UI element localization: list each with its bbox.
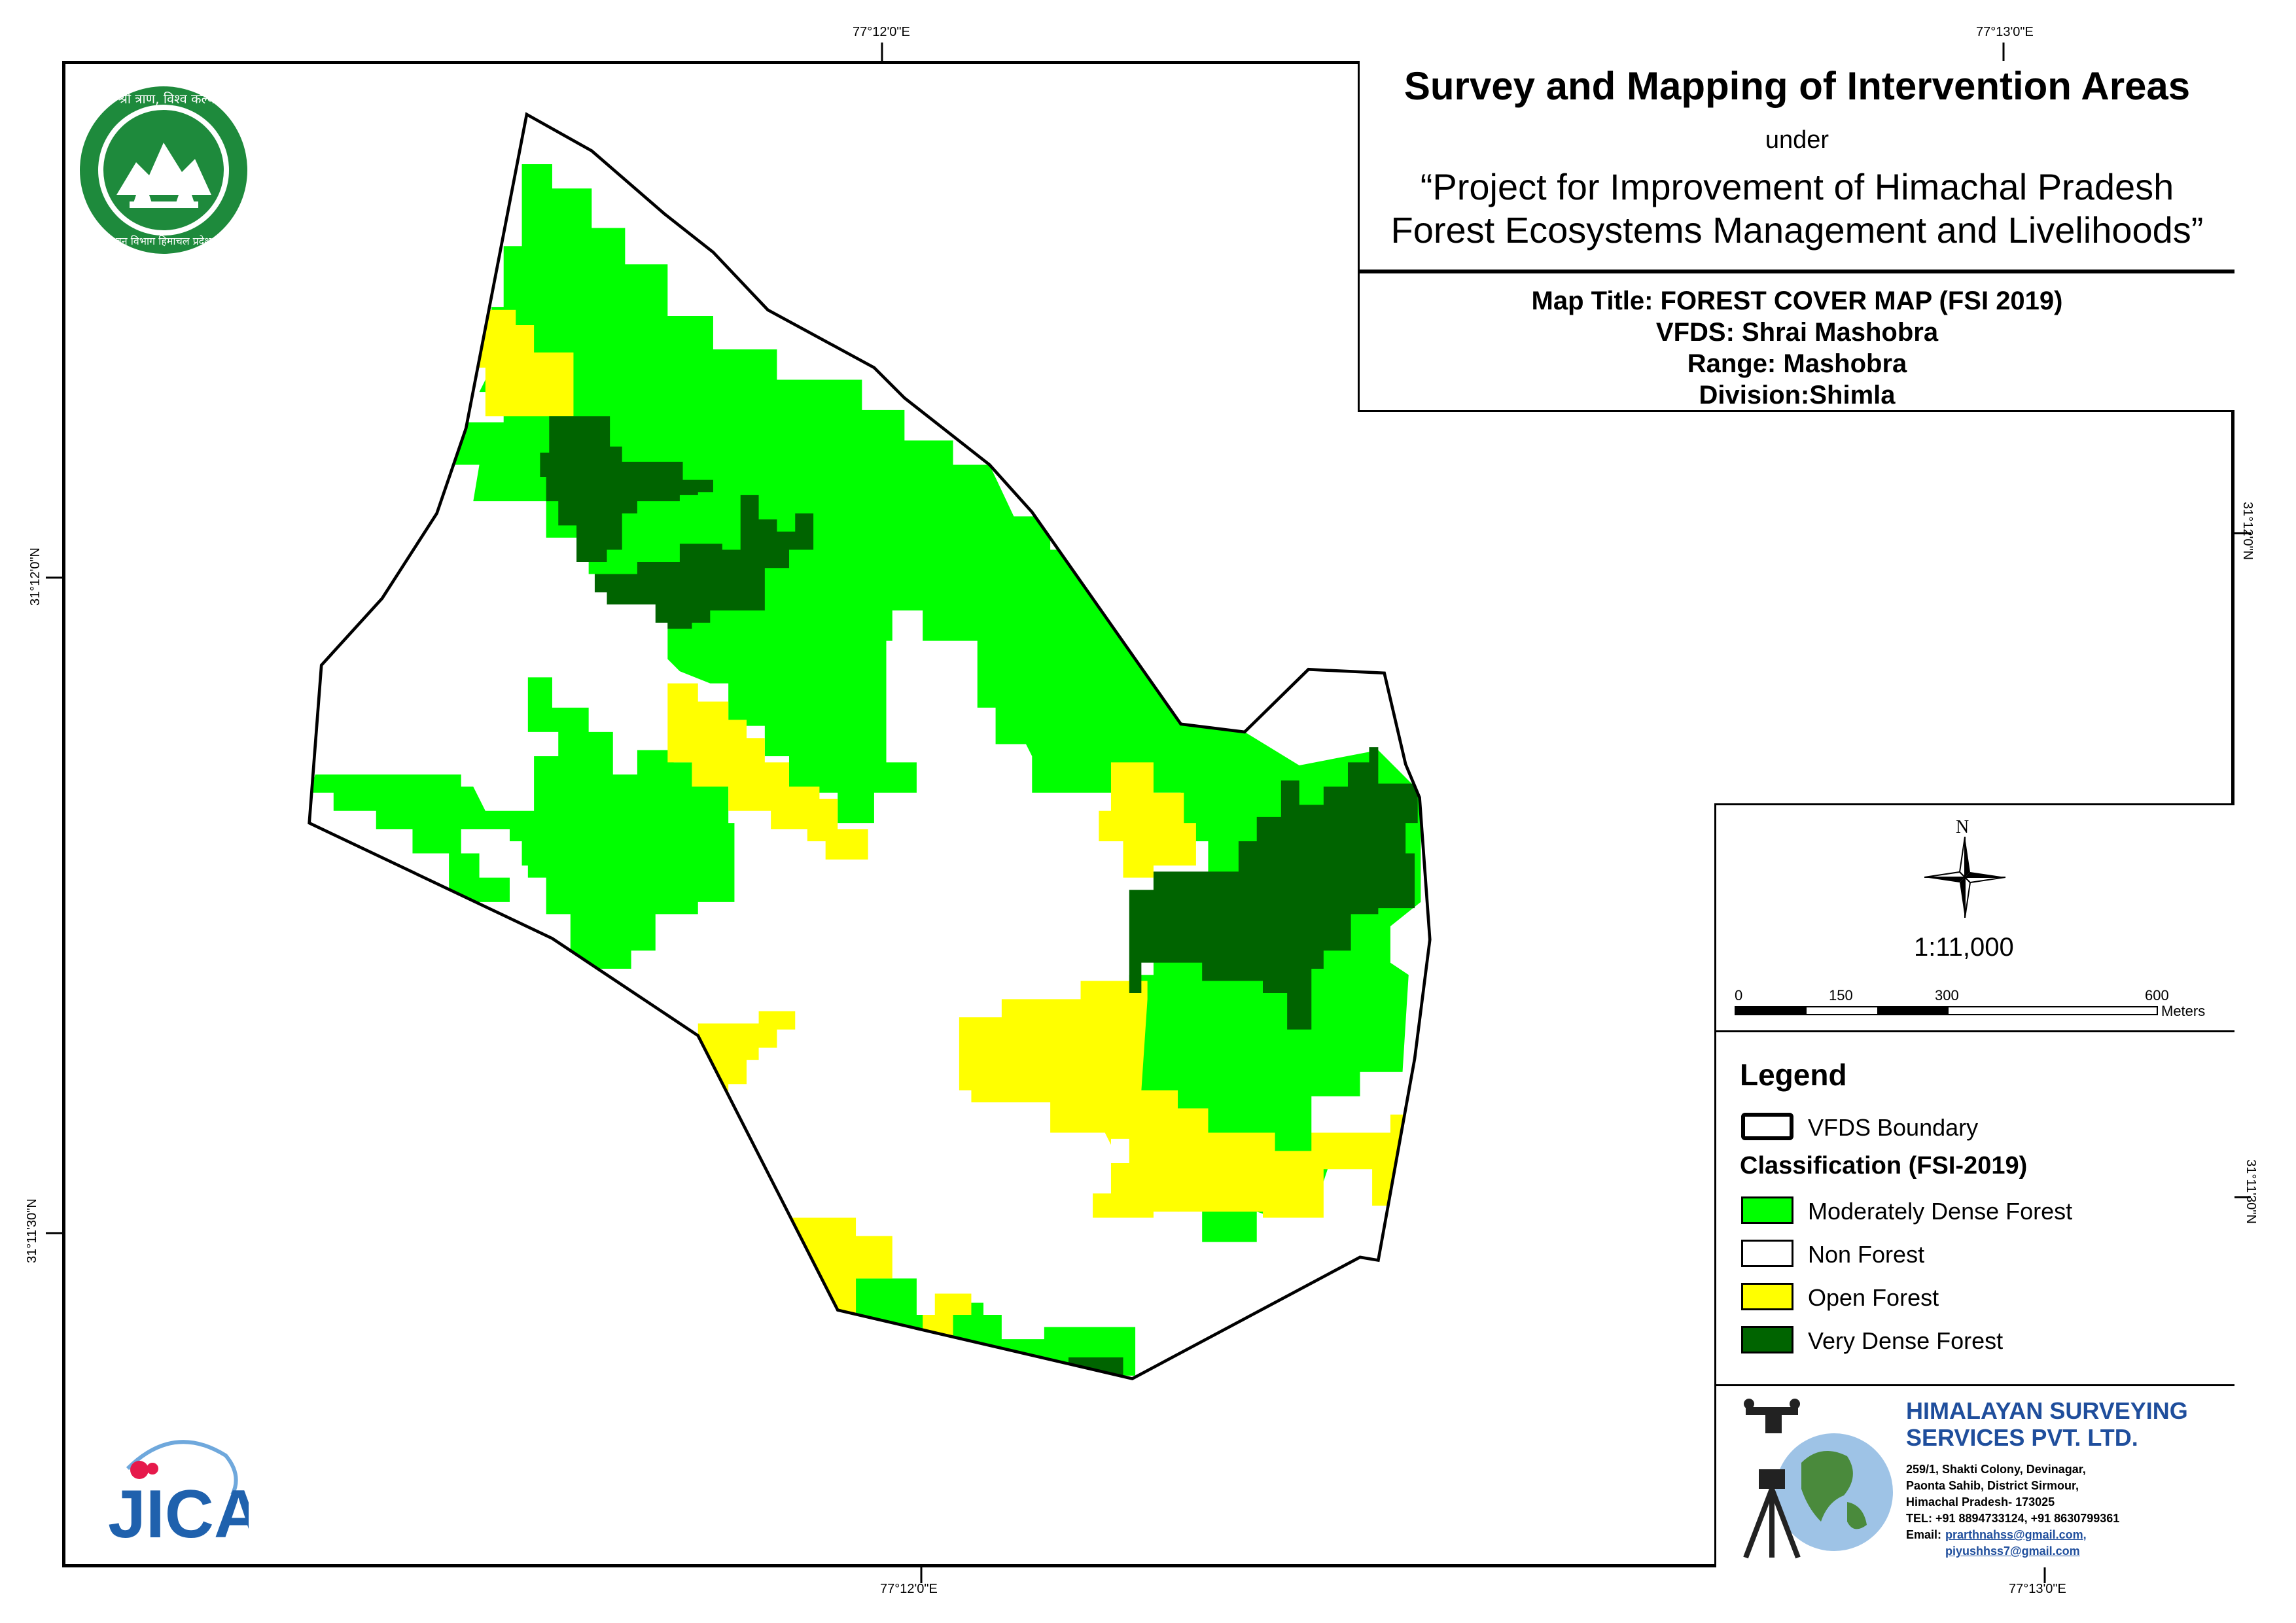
legend-label-very-dense: Very Dense Forest xyxy=(1808,1327,2004,1354)
company-logo xyxy=(1743,1399,1893,1559)
hp-forest-logo: वन श्री त्राण, विश्व कल्याण वन विभाग हिम… xyxy=(80,86,247,254)
title-under: under xyxy=(1765,126,1829,154)
company-email-1[interactable]: prarthnahss@gmail.com, xyxy=(1945,1528,2087,1541)
company-name-line2: SERVICES PVT. LTD. xyxy=(1906,1424,2138,1451)
legend-label-non-forest: Non Forest xyxy=(1808,1241,1925,1268)
legend-swatch-moderately-dense xyxy=(1741,1196,1793,1224)
legend-swatch-very-dense xyxy=(1741,1326,1793,1353)
scale-tick-300: 300 xyxy=(1935,987,1959,1003)
title-box: Survey and Mapping of Intervention Areas… xyxy=(1358,61,2234,271)
side-panel: N 1:11,000 0 150 300 600 Meters Legend V… xyxy=(1714,803,2234,1567)
legend-swatch-boundary xyxy=(1741,1113,1793,1140)
lon-label-top-left: 77°12'0"E xyxy=(853,25,910,39)
legend-title: Legend xyxy=(1740,1058,1847,1092)
open-forest-areas xyxy=(479,309,1430,1340)
scale-tick-600: 600 xyxy=(2145,987,2169,1003)
title-project-line2: Forest Ecosystems Management and Livelih… xyxy=(1390,209,2204,251)
panel-divider-1 xyxy=(1716,1030,2234,1032)
scale-tick-0: 0 xyxy=(1735,987,1743,1003)
legend-label-boundary: VFDS Boundary xyxy=(1808,1114,1979,1141)
hp-logo-top-text: वन श्री त्राण, विश्व कल्याण xyxy=(99,91,228,107)
scale-tick-150: 150 xyxy=(1829,987,1853,1003)
vfds-name: VFDS: Shrai Mashobra xyxy=(1655,318,1939,347)
lon-label-bottom-right: 77°13'0"E xyxy=(2009,1582,2066,1596)
map-info-box: Map Title: FOREST COVER MAP (FSI 2019) V… xyxy=(1358,271,2234,412)
scale-bar xyxy=(1735,1006,2158,1015)
company-name-line1: HIMALAYAN SURVEYING xyxy=(1906,1397,2188,1424)
lon-label-top-right: 77°13'0"E xyxy=(1976,25,2034,39)
division-name: Division:Shimla xyxy=(1699,381,1896,410)
company-address-2: Paonta Sahib, District Sirmour, xyxy=(1906,1479,2079,1492)
vfds-boundary[interactable] xyxy=(308,112,1432,1380)
jica-logo: JICA xyxy=(108,1440,249,1547)
hp-logo-bottom-text: वन विभाग हिमाचल प्रदेश xyxy=(116,235,212,247)
company-tel: TEL: +91 8894733124, +91 8630799361 xyxy=(1906,1512,2120,1525)
legend-classification-title: Classification (FSI-2019) xyxy=(1740,1152,2028,1179)
north-arrow-icon xyxy=(1924,837,2005,918)
title-main: Survey and Mapping of Intervention Areas xyxy=(1404,64,2191,108)
title-project-line1: “Project for Improvement of Himachal Pra… xyxy=(1420,166,2174,207)
map-title: Map Title: FOREST COVER MAP (FSI 2019) xyxy=(1531,287,2063,315)
north-label: N xyxy=(1956,817,1969,837)
range-name: Range: Mashobra xyxy=(1687,349,1907,378)
jica-text: JICA xyxy=(108,1476,249,1547)
company-email-2[interactable]: piyushhss7@gmail.com xyxy=(1945,1544,2080,1558)
legend-label-open-forest: Open Forest xyxy=(1808,1284,1939,1311)
lon-label-bottom-left: 77°12'0"E xyxy=(880,1582,938,1596)
company-email-label: Email: xyxy=(1906,1528,1942,1541)
company-address-3: Himachal Pradesh- 173025 xyxy=(1906,1495,2055,1509)
legend-swatch-non-forest xyxy=(1741,1240,1793,1267)
legend-swatch-open-forest xyxy=(1741,1283,1793,1310)
scale-ratio: 1:11,000 xyxy=(1914,933,2014,962)
scale-unit: Meters xyxy=(2161,1003,2206,1019)
panel-divider-2 xyxy=(1716,1384,2234,1386)
forest-cover-map[interactable] xyxy=(62,61,2176,1510)
legend-label-moderately-dense: Moderately Dense Forest xyxy=(1808,1198,2073,1225)
company-address-1: 259/1, Shakti Colony, Devinagar, xyxy=(1906,1463,2086,1476)
